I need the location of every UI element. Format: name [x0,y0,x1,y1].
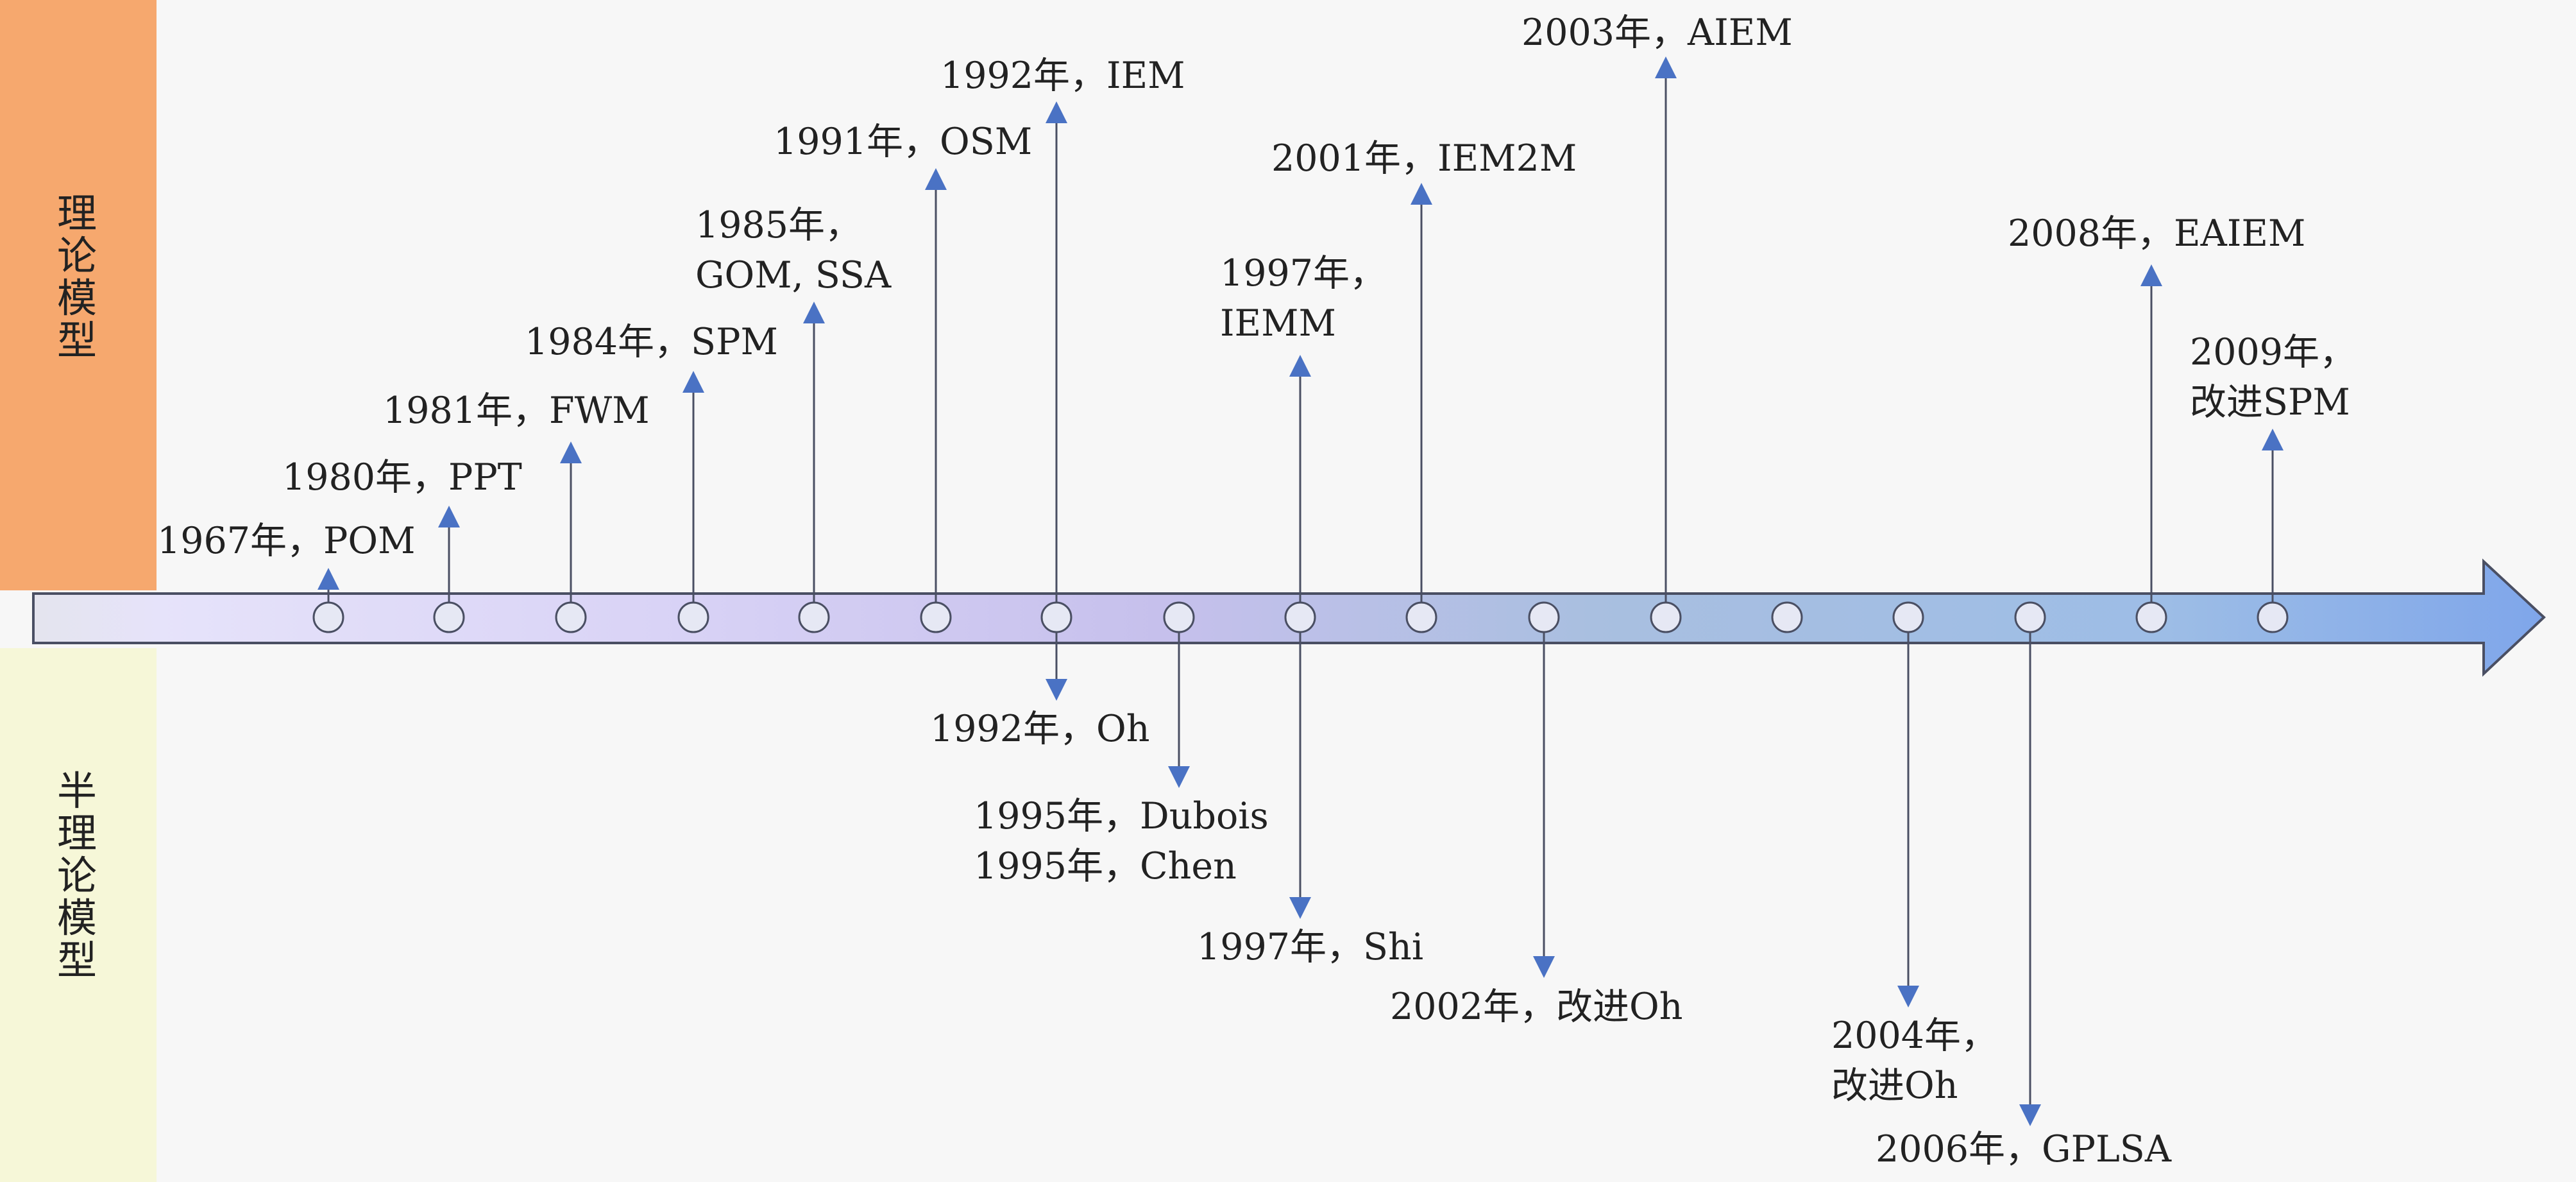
event-label: 1967年，POM [157,520,416,562]
timeline-node [1650,601,1682,633]
event-label: 1997年，Shi [1197,926,1424,968]
event-label: 1985年， GOM, SSA [695,204,892,296]
timeline-node [920,601,952,633]
event-label: 2006年，GPLSA [1876,1128,2172,1170]
event-label: 2009年， 改进SPM [2190,331,2357,424]
timeline-node [677,601,709,633]
semi-theoretical-model-band [0,648,157,1182]
event-arrowhead [1533,956,1555,978]
timeline-node [1163,601,1195,633]
event-label: 1992年，Oh [930,708,1150,750]
timeline-node [1892,601,1924,633]
event-label: 2003年，AIEM [1521,12,1793,54]
event-label: 1992年，IEM [940,55,1185,97]
event-arrowhead [2140,264,2162,286]
timeline-node [2135,601,2167,633]
timeline-node [1040,601,1072,633]
timeline-node [798,601,830,633]
event-arrowhead [1289,897,1311,919]
theoretical-model-label: 理论模型 [56,190,97,364]
event-label: 2004年， 改进Oh [1831,1015,1998,1107]
event-label: 2008年，EAIEM [2008,212,2306,255]
event-arrowhead [1411,183,1432,205]
event-arrowhead [2019,1104,2041,1126]
timeline-node [1771,601,1803,633]
event-arrowhead [803,302,825,323]
event-label: 1995年，Dubois 1995年，Chen [974,795,1269,887]
event-arrowhead [1046,101,1067,123]
event-arrowhead [1655,56,1677,78]
event-label: 1981年，FWM [383,390,650,432]
timeline-node [555,601,587,633]
timeline-node [433,601,465,633]
event-arrowhead [1046,679,1067,701]
event-label: 2001年，IEM2M [1271,137,1577,180]
event-arrowhead [1897,986,1919,1007]
semi-theoretical-model-label: 半理论模型 [56,767,97,984]
event-arrowhead [438,506,460,527]
timeline-node [1405,601,1437,633]
theoretical-model-band [0,0,157,590]
event-arrowhead [2262,429,2284,450]
event-label: 2002年，改进Oh [1390,986,1683,1028]
timeline-node [1284,601,1316,633]
event-arrowhead [318,568,339,590]
event-label: 1984年，SPM [525,321,778,363]
timeline-node [1528,601,1560,633]
event-label: 1991年，OSM [774,121,1033,163]
event-label: 1980年，PPT [282,456,522,499]
event-arrowhead [1168,766,1190,788]
event-arrowhead [925,168,947,190]
timeline-node [312,601,344,633]
event-arrowhead [682,371,704,393]
event-arrowhead [1289,355,1311,377]
timeline-node [2257,601,2289,633]
event-label: 1997年， IEMM [1220,252,1387,345]
timeline-node [2014,601,2046,633]
event-arrowhead [560,441,582,463]
